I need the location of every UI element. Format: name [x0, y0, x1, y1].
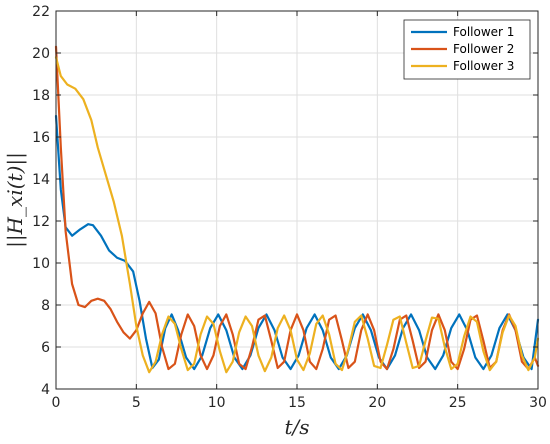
- y-tick-label: 18: [32, 88, 50, 104]
- x-tick-label: 25: [449, 395, 467, 411]
- y-tick-label: 14: [32, 172, 50, 188]
- series-line-follower-1: [54, 114, 540, 371]
- legend-label: Follower 2: [453, 42, 514, 56]
- x-tick-label: 30: [529, 395, 547, 411]
- y-tick-label: 12: [32, 214, 50, 230]
- series-line-follower-2: [54, 45, 540, 371]
- x-tick-label: 10: [208, 395, 226, 411]
- y-tick-label: 20: [32, 46, 50, 62]
- legend-label: Follower 1: [453, 25, 514, 39]
- ticks: 0 5 10 15 20 25 30 4 6 8 10 12 14 16 18 20 22: [32, 4, 547, 411]
- y-tick-label: 4: [41, 382, 50, 398]
- y-axis-label: ||H_xi(t)||: [3, 152, 28, 248]
- x-axis-label: t/s: [284, 415, 309, 439]
- series-line-follower-3: [54, 56, 540, 374]
- x-tick-label: 5: [132, 395, 141, 411]
- legend: Follower 1 Follower 2 Follower 3: [403, 19, 531, 80]
- series-layer: [54, 45, 540, 374]
- legend-label: Follower 3: [453, 59, 514, 73]
- x-tick-label: 0: [52, 395, 61, 411]
- y-tick-label: 22: [32, 4, 50, 20]
- x-tick-label: 15: [288, 395, 306, 411]
- x-tick-label: 20: [368, 395, 386, 411]
- y-tick-label: 8: [41, 298, 50, 314]
- y-tick-label: 6: [41, 340, 50, 356]
- y-tick-label: 10: [32, 256, 50, 272]
- y-tick-label: 16: [32, 130, 50, 146]
